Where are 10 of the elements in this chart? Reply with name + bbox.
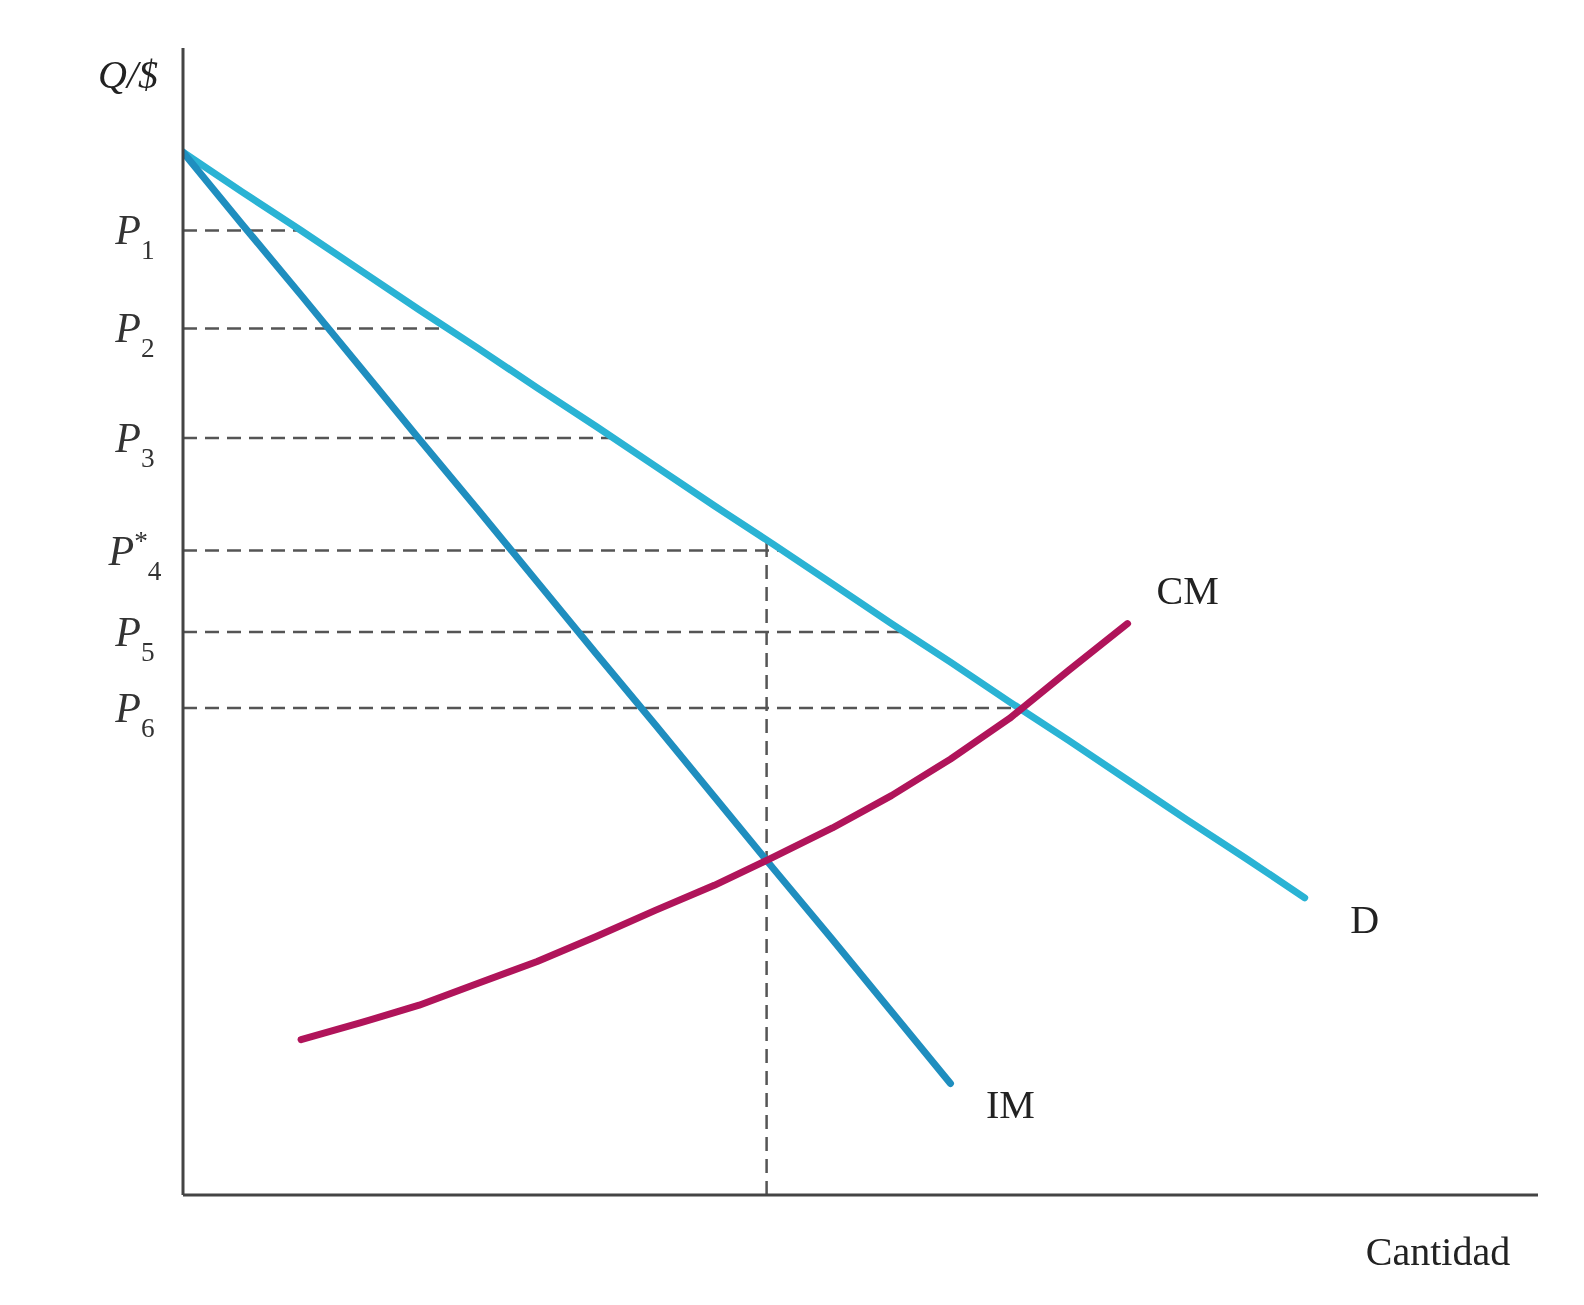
ref-line-label: P$_{3}$ [114, 414, 155, 473]
ref-line-label: P$_{6}$ [114, 685, 155, 744]
series-label: CM [1156, 567, 1219, 613]
series-label: D [1350, 896, 1380, 942]
series-label: IM [986, 1082, 1035, 1128]
ref-line-label: P$_{1}$ [114, 207, 155, 266]
ref-line-label: P$_{2}$ [114, 305, 155, 364]
ref-line-label: P$_{5}$ [114, 608, 155, 667]
x-axis-title: Cantidad [1365, 1229, 1511, 1274]
y-axis-title: Q/$ [98, 52, 158, 97]
